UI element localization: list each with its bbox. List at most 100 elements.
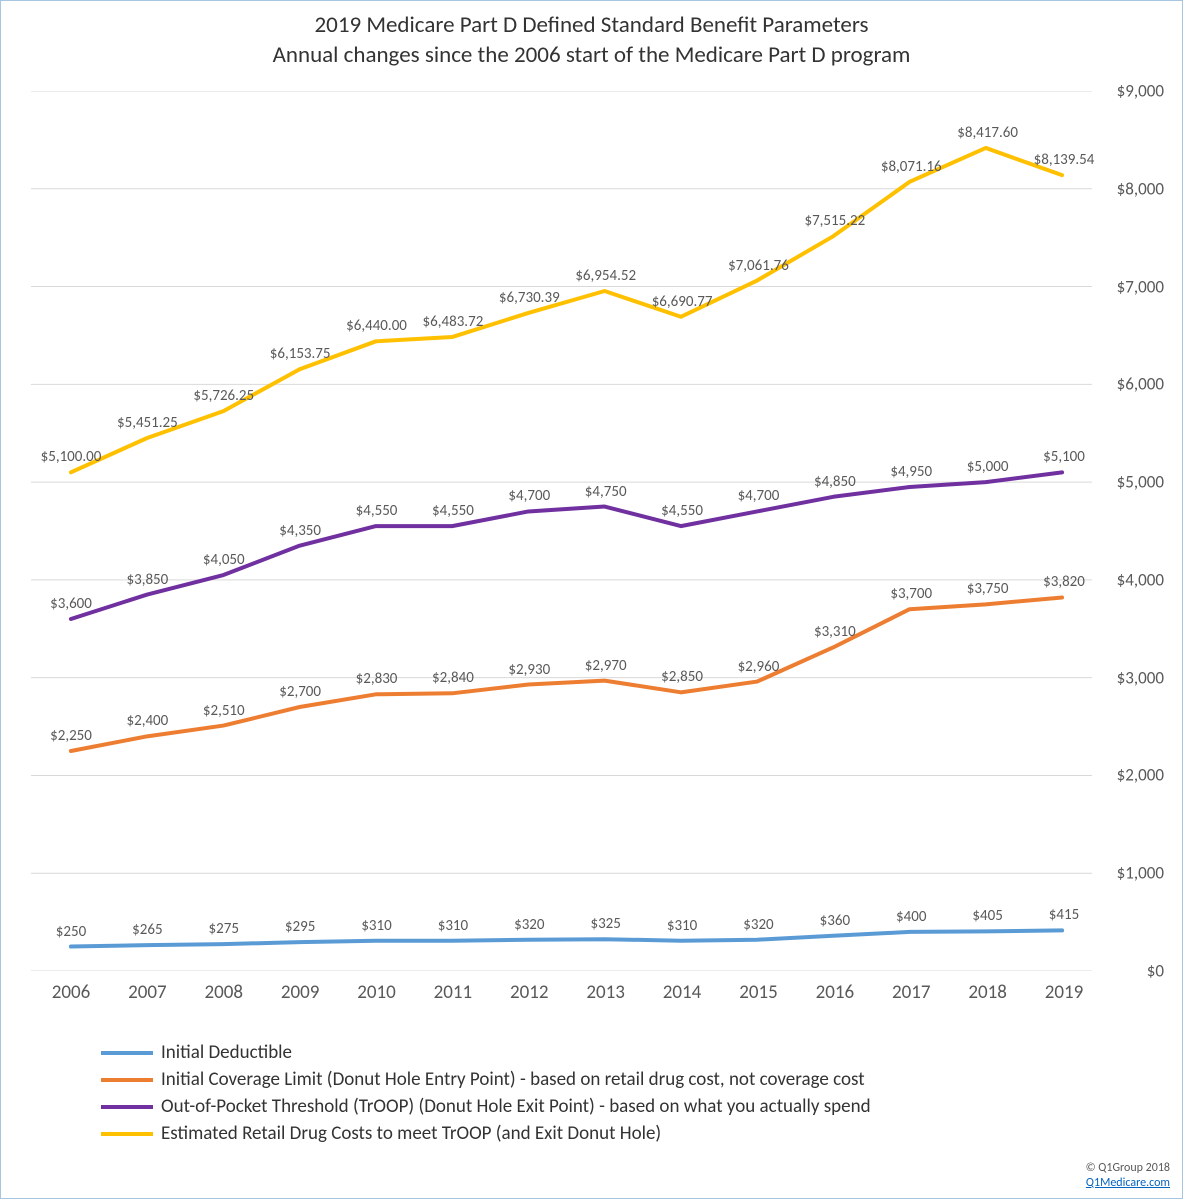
chart-title: 2019 Medicare Part D Defined Standard Be… [1,1,1182,71]
data-label-initial_coverage_limit: $2,970 [585,657,627,675]
y-axis-tick-label: $4,000 [1117,569,1164,590]
y-axis-tick-label: $7,000 [1117,276,1164,297]
data-label-initial_deductible: $265 [132,921,162,939]
data-label-estimated_retail_costs: $6,483.72 [423,313,484,331]
data-label-initial_coverage_limit: $2,510 [203,702,245,720]
data-label-out_of_pocket_threshold: $4,700 [508,487,550,505]
data-label-estimated_retail_costs: $5,451.25 [117,414,178,432]
data-label-initial_coverage_limit: $2,960 [738,658,780,676]
data-label-initial_deductible: $360 [820,912,850,930]
copyright-text: © Q1Group 2018 [1086,1161,1170,1175]
data-label-initial_deductible: $405 [972,907,1002,925]
data-label-initial_deductible: $325 [590,915,620,933]
x-axis-tick-label: 2019 [1045,981,1084,1004]
y-axis-tick-label: $8,000 [1117,178,1164,199]
x-axis-tick-label: 2006 [52,981,91,1004]
x-axis-tick-label: 2012 [510,981,549,1004]
data-label-initial_coverage_limit: $2,250 [50,727,92,745]
title-line-2: Annual changes since the 2006 start of t… [1,41,1182,71]
data-label-initial_coverage_limit: $2,850 [661,668,703,686]
y-axis-tick-label: $5,000 [1117,472,1164,493]
data-label-estimated_retail_costs: $8,071.16 [881,158,942,176]
data-label-initial_coverage_limit: $3,700 [890,585,932,603]
gridlines [31,91,1092,971]
data-label-estimated_retail_costs: $8,139.54 [1034,151,1095,169]
data-label-initial_deductible: $295 [285,918,315,936]
x-axis-tick-label: 2017 [892,981,931,1004]
data-label-estimated_retail_costs: $6,954.52 [575,267,636,285]
series-line-estimated_retail_costs [71,148,1062,472]
data-label-out_of_pocket_threshold: $4,750 [585,483,627,501]
legend-label: Initial Coverage Limit (Donut Hole Entry… [161,1068,865,1091]
data-label-estimated_retail_costs: $6,153.75 [270,345,331,363]
data-label-out_of_pocket_threshold: $4,550 [432,502,474,520]
data-label-out_of_pocket_threshold: $3,600 [50,595,92,613]
data-label-out_of_pocket_threshold: $5,100 [1043,448,1085,466]
legend-label: Initial Deductible [161,1041,292,1064]
data-label-initial_coverage_limit: $3,750 [967,580,1009,598]
y-axis-tick-label: $2,000 [1117,765,1164,786]
data-label-initial_deductible: $320 [743,916,773,934]
data-label-out_of_pocket_threshold: $5,000 [967,458,1009,476]
legend-item-estimated_retail_costs: Estimated Retail Drug Costs to meet TrOO… [101,1122,871,1145]
data-label-initial_coverage_limit: $3,820 [1043,573,1085,591]
data-label-initial_coverage_limit: $2,400 [126,712,168,730]
x-axis-tick-label: 2011 [434,981,473,1004]
data-label-estimated_retail_costs: $7,061.76 [728,257,789,275]
y-axis-tick-label: $0 [1147,961,1164,982]
data-label-estimated_retail_costs: $5,726.25 [193,387,254,405]
data-label-initial_coverage_limit: $2,830 [356,670,398,688]
legend-label: Out-of-Pocket Threshold (TrOOP) (Donut H… [161,1095,871,1118]
data-label-initial_coverage_limit: $2,700 [279,683,321,701]
legend-item-out_of_pocket_threshold: Out-of-Pocket Threshold (TrOOP) (Donut H… [101,1095,871,1118]
x-axis-tick-label: 2010 [357,981,396,1004]
y-axis-tick-label: $3,000 [1117,667,1164,688]
data-label-estimated_retail_costs: $6,440.00 [346,317,407,335]
series-lines [71,148,1062,947]
data-label-out_of_pocket_threshold: $4,950 [890,463,932,481]
data-label-initial_deductible: $320 [514,916,544,934]
legend-swatch [101,1105,153,1109]
legend: Initial Deductible Initial Coverage Limit… [101,1041,871,1149]
x-axis-tick-label: 2007 [128,981,167,1004]
data-label-initial_deductible: $400 [896,908,926,926]
data-label-out_of_pocket_threshold: $4,850 [814,473,856,491]
x-axis-tick-label: 2013 [586,981,625,1004]
y-axis-tick-label: $1,000 [1117,863,1164,884]
y-axis-tick-label: $6,000 [1117,374,1164,395]
data-label-out_of_pocket_threshold: $4,700 [738,487,780,505]
data-label-estimated_retail_costs: $5,100.00 [41,448,102,466]
data-label-out_of_pocket_threshold: $4,550 [356,502,398,520]
title-line-1: 2019 Medicare Part D Defined Standard Be… [1,11,1182,41]
data-label-initial_coverage_limit: $3,310 [814,623,856,641]
data-label-initial_deductible: $310 [667,917,697,935]
legend-item-initial_deductible: Initial Deductible [101,1041,871,1064]
data-label-initial_deductible: $415 [1049,906,1079,924]
data-label-out_of_pocket_threshold: $3,850 [126,571,168,589]
legend-swatch [101,1132,153,1136]
legend-item-initial_coverage_limit: Initial Coverage Limit (Donut Hole Entry… [101,1068,871,1091]
source-link[interactable]: Q1Medicare.com [1086,1176,1170,1190]
data-label-estimated_retail_costs: $8,417.60 [957,124,1018,142]
data-label-initial_deductible: $310 [361,917,391,935]
data-label-initial_deductible: $310 [438,917,468,935]
x-axis-tick-label: 2018 [968,981,1007,1004]
legend-swatch [101,1078,153,1082]
plot-svg [31,91,1092,971]
data-label-out_of_pocket_threshold: $4,350 [279,522,321,540]
data-label-initial_coverage_limit: $2,840 [432,669,474,687]
legend-label: Estimated Retail Drug Costs to meet TrOO… [161,1122,661,1145]
data-label-out_of_pocket_threshold: $4,050 [203,551,245,569]
data-label-initial_deductible: $275 [209,920,239,938]
x-axis-tick-label: 2014 [663,981,702,1004]
data-label-out_of_pocket_threshold: $4,550 [661,502,703,520]
data-label-initial_coverage_limit: $2,930 [508,661,550,679]
data-label-estimated_retail_costs: $6,690.77 [652,293,713,311]
attribution: © Q1Group 2018 Q1Medicare.com [1086,1161,1170,1190]
x-axis-tick-label: 2009 [281,981,320,1004]
x-axis-tick-label: 2015 [739,981,778,1004]
y-axis-tick-label: $9,000 [1117,81,1164,102]
chart-container: 2019 Medicare Part D Defined Standard Be… [0,0,1183,1199]
data-label-estimated_retail_costs: $7,515.22 [804,212,865,230]
data-label-estimated_retail_costs: $6,730.39 [499,289,560,307]
